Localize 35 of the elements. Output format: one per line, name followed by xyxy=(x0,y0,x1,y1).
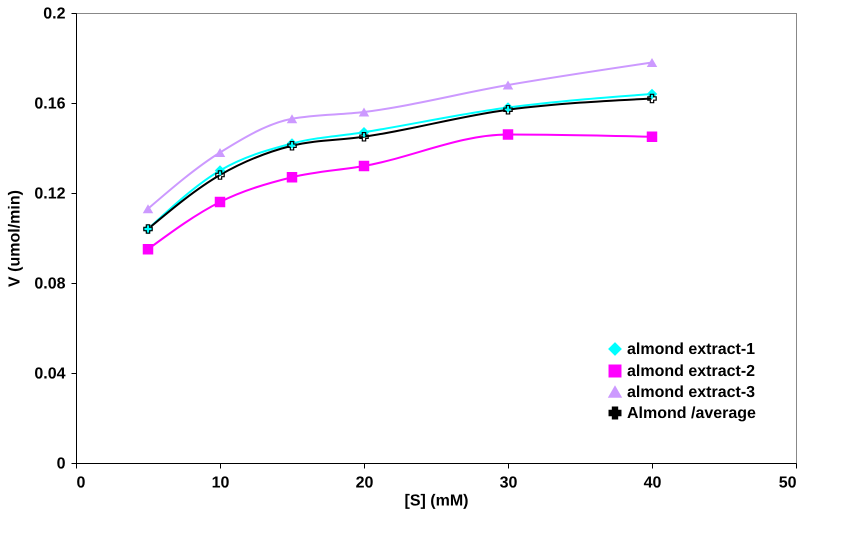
point xyxy=(503,104,513,115)
point xyxy=(646,132,658,142)
point xyxy=(358,107,370,117)
point xyxy=(214,148,226,158)
point xyxy=(502,129,514,140)
point xyxy=(647,94,657,104)
x-tick-label: 0 xyxy=(76,474,86,492)
x-tick-label: 10 xyxy=(212,474,230,492)
x-tick-label: 20 xyxy=(356,474,374,492)
point xyxy=(286,114,298,124)
x-tick-label: 30 xyxy=(500,474,518,492)
point xyxy=(646,58,658,68)
y-tick-label: 0.04 xyxy=(34,366,66,382)
y-tick-label: 0.2 xyxy=(43,6,66,22)
y-tick-label: 0.16 xyxy=(34,96,66,112)
point xyxy=(287,140,297,151)
legend-label: Almond /average xyxy=(627,405,756,422)
x-tick-label: 50 xyxy=(778,474,797,492)
point xyxy=(286,172,298,182)
point xyxy=(142,204,154,214)
y-tick-label: 0.08 xyxy=(34,276,66,292)
point xyxy=(502,80,514,90)
y-tick-label: 0 xyxy=(56,456,66,472)
y-tick-label: 0.12 xyxy=(34,186,66,202)
legend-label: almond extract-1 xyxy=(627,341,756,358)
legend-label: almond extract-3 xyxy=(627,384,756,401)
point xyxy=(214,196,226,208)
point xyxy=(142,244,154,254)
point xyxy=(358,160,370,172)
legend-label: almond extract-2 xyxy=(627,363,756,380)
x-tick-label: 40 xyxy=(644,474,662,492)
point xyxy=(359,132,369,142)
x-axis-title: [S] (mM) xyxy=(404,492,468,510)
point xyxy=(215,170,225,180)
y-axis-title: V (umol/min) xyxy=(6,190,24,287)
